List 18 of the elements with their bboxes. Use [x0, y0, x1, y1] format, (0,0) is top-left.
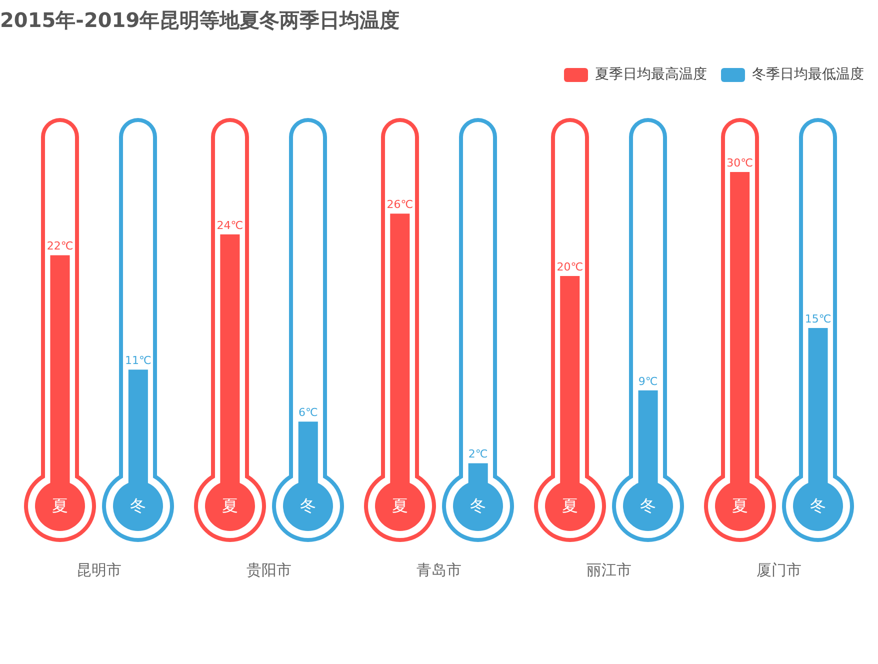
x-tick-label: 贵阳市 — [246, 560, 292, 579]
data-label: 22℃ — [46, 240, 74, 253]
data-label: 15℃ — [804, 312, 832, 326]
legend-label: 冬季日均最低温度 — [752, 66, 864, 83]
chart-title: 2015年-2019年昆明等地夏冬两季日均温度 — [0, 8, 400, 32]
data-label: 26℃ — [386, 198, 414, 211]
data-label: 11℃ — [125, 354, 152, 367]
x-tick-label: 青岛市 — [416, 560, 462, 579]
data-label: 24℃ — [216, 218, 244, 232]
data-label: 2℃ — [468, 448, 488, 461]
legend-label: 夏季日均最高温度 — [595, 66, 707, 83]
data-label: 30℃ — [726, 156, 753, 170]
x-tick-label: 昆明市 — [76, 560, 122, 579]
data-label: 6℃ — [298, 406, 318, 419]
data-label: 20℃ — [556, 260, 584, 274]
x-tick-label: 丽江市 — [586, 560, 632, 579]
x-tick-label: 厦门市 — [756, 560, 802, 579]
data-label: 9℃ — [638, 374, 658, 388]
